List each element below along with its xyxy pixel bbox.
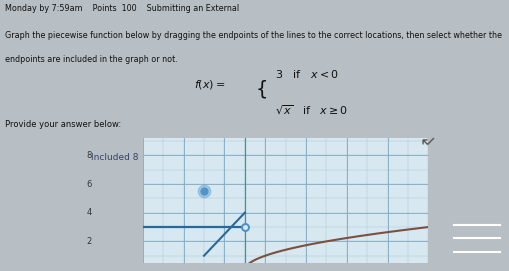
Text: Monday by 7:59am    Points  100    Submitting an External: Monday by 7:59am Points 100 Submitting a… bbox=[5, 4, 239, 13]
Text: 6: 6 bbox=[86, 180, 91, 189]
Text: Included 8: Included 8 bbox=[91, 153, 138, 162]
Text: 8: 8 bbox=[86, 151, 91, 160]
Text: Graph the piecewise function below by dragging the endpoints of the lines to the: Graph the piecewise function below by dr… bbox=[5, 31, 501, 40]
Text: endpoints are included in the graph or not.: endpoints are included in the graph or n… bbox=[5, 55, 178, 64]
Text: $3$   if   $x < 0$: $3$ if $x < 0$ bbox=[275, 68, 338, 80]
Text: $\{$: $\{$ bbox=[254, 78, 266, 100]
Text: $\sqrt{x}$   if   $x \geq 0$: $\sqrt{x}$ if $x \geq 0$ bbox=[275, 104, 348, 117]
Text: $f(x) =$: $f(x) =$ bbox=[193, 78, 225, 91]
Text: ↲: ↲ bbox=[412, 131, 435, 154]
Text: Provide your answer below:: Provide your answer below: bbox=[5, 120, 121, 129]
Text: 2: 2 bbox=[86, 237, 91, 246]
Text: 4: 4 bbox=[86, 208, 91, 217]
